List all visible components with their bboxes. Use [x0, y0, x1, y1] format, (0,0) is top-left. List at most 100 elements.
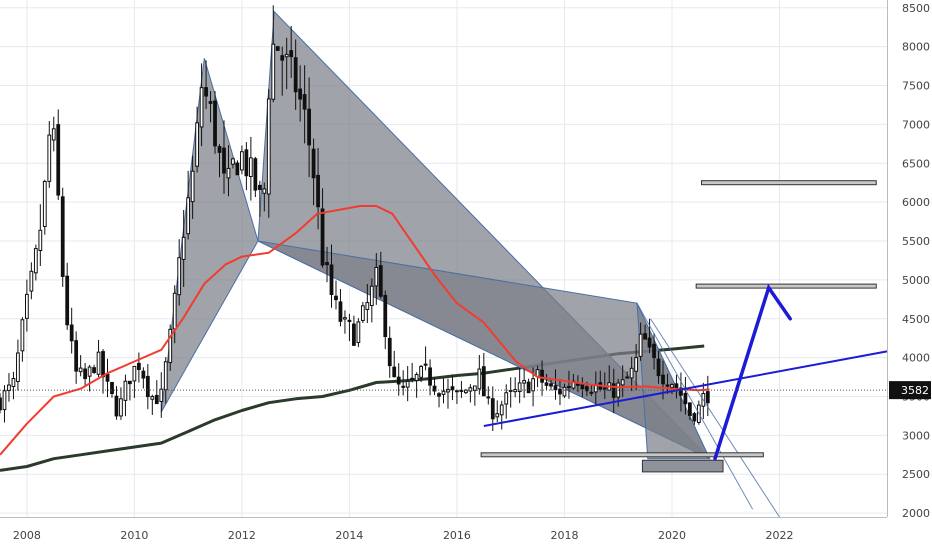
- candle-body: [383, 294, 388, 338]
- candle-body: [74, 340, 79, 372]
- candle-body: [481, 366, 486, 397]
- candle-body: [235, 162, 240, 176]
- price-tick-label: 8000: [902, 41, 930, 54]
- candle-body: [562, 386, 567, 397]
- candle-body: [396, 376, 401, 385]
- support-trend-line: [483, 350, 888, 428]
- candle-body: [24, 293, 29, 319]
- candle-body: [531, 378, 535, 392]
- candle-body: [311, 148, 316, 179]
- candle-body: [132, 365, 137, 382]
- candle-body: [387, 337, 392, 367]
- candle-body: [186, 197, 191, 235]
- candle-body: [558, 388, 562, 395]
- horizontal-level: [480, 452, 764, 458]
- candle-body: [271, 43, 276, 100]
- candle-body: [168, 328, 173, 363]
- candle-body: [705, 391, 710, 404]
- candle-body: [553, 385, 558, 391]
- candle-body: [329, 264, 334, 295]
- price-tick-label: 5500: [902, 235, 930, 248]
- candle-body: [517, 382, 522, 393]
- candle-body: [428, 367, 432, 386]
- channel-line: [636, 302, 754, 510]
- candle-body: [401, 385, 406, 388]
- candle-body: [222, 147, 226, 174]
- candle-body: [656, 358, 661, 377]
- pattern-triangle: [636, 302, 711, 460]
- candle-body: [213, 100, 217, 147]
- candle-body: [190, 170, 195, 203]
- time-tick-label: 2010: [120, 529, 148, 542]
- candle-body: [544, 382, 549, 386]
- candle-body: [275, 46, 280, 51]
- candle-body: [87, 366, 92, 377]
- candle-body: [499, 404, 504, 416]
- candle-body: [567, 386, 571, 389]
- candle-body: [302, 94, 307, 110]
- candle-body: [670, 384, 674, 388]
- candle-body: [240, 151, 244, 171]
- candle-body: [316, 174, 320, 208]
- time-axis[interactable]: 2008 2010 2012 2014 2016 2018 2020 2022: [0, 517, 932, 550]
- candle-body: [159, 388, 164, 402]
- price-tick-label: 4000: [902, 352, 930, 365]
- price-tick-label: 7000: [902, 118, 930, 131]
- candle-body: [60, 196, 65, 277]
- last-price-label: 3582: [901, 384, 929, 397]
- candle-body: [226, 167, 231, 179]
- price-tick-label: 5000: [902, 274, 930, 287]
- candle-body: [231, 158, 235, 165]
- time-tick-label: 2022: [765, 529, 793, 542]
- candle-body: [96, 351, 101, 375]
- candle-body: [92, 367, 96, 373]
- candle-body: [455, 390, 459, 393]
- candle-body: [83, 368, 88, 380]
- candle-body: [495, 413, 500, 418]
- candle-body: [549, 383, 553, 387]
- channel-line: [650, 318, 780, 518]
- candle-body: [468, 387, 473, 392]
- candle-body: [459, 389, 464, 392]
- candle-body: [369, 285, 374, 307]
- moving-average-fast: [0, 205, 710, 456]
- candle-body: [123, 380, 128, 401]
- candle-body: [540, 369, 544, 383]
- price-tick-label: 6500: [902, 157, 930, 170]
- candle-body: [437, 393, 441, 397]
- candle-body: [257, 184, 262, 190]
- candle-body: [181, 236, 186, 260]
- candle-body: [204, 87, 208, 97]
- candle-body: [629, 367, 634, 379]
- candlesticks: [0, 5, 710, 432]
- candle-body: [266, 98, 271, 195]
- pattern-overlay: [160, 10, 711, 460]
- candle-body: [150, 396, 155, 400]
- candle-body: [51, 128, 56, 141]
- price-tick-label: 8500: [902, 2, 930, 15]
- candle-body: [419, 365, 423, 378]
- candle-body: [584, 386, 589, 392]
- candle-body: [47, 134, 52, 182]
- candle-body: [29, 270, 34, 292]
- time-tick-label: 2014: [335, 529, 363, 542]
- candle-body: [450, 386, 455, 391]
- candle-body: [620, 379, 625, 386]
- time-tick-label: 2020: [658, 529, 686, 542]
- candle-body: [145, 375, 150, 398]
- candle-body: [42, 180, 47, 227]
- candle-body: [580, 384, 585, 390]
- candle-body: [20, 319, 25, 352]
- candle-body: [446, 388, 450, 393]
- price-axis[interactable]: 8500 8000 7500 7000 6500 6000 5500 5000 4500 4000…: [0, 0, 932, 520]
- candle-body: [325, 262, 329, 266]
- candle-body: [172, 292, 177, 330]
- pattern-triangle: [160, 58, 259, 413]
- candle-body: [356, 321, 361, 343]
- last-price-badge: [889, 381, 931, 400]
- candle-body: [289, 50, 294, 58]
- candle-body: [432, 385, 437, 392]
- candle-body: [652, 343, 656, 359]
- candle-body: [360, 305, 365, 321]
